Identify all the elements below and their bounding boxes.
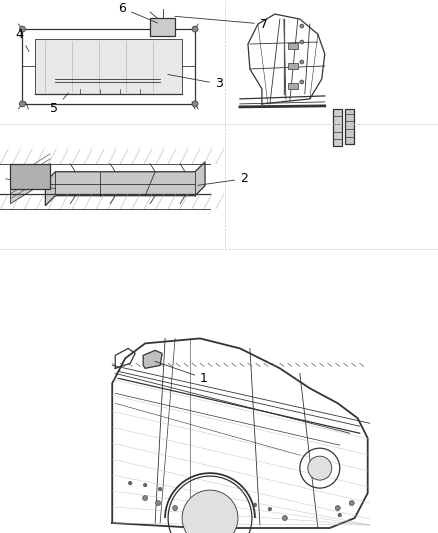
Polygon shape <box>143 350 162 368</box>
Circle shape <box>155 500 161 506</box>
Circle shape <box>158 487 162 491</box>
Polygon shape <box>345 109 354 144</box>
Circle shape <box>300 40 304 44</box>
Text: 3: 3 <box>168 75 223 91</box>
Circle shape <box>128 481 132 485</box>
Text: 1: 1 <box>155 361 208 385</box>
Circle shape <box>335 506 340 511</box>
Circle shape <box>283 515 287 521</box>
Polygon shape <box>11 164 50 189</box>
Text: 6: 6 <box>118 2 158 23</box>
Circle shape <box>19 101 25 107</box>
Circle shape <box>300 80 304 84</box>
Circle shape <box>349 500 354 506</box>
Circle shape <box>19 26 25 32</box>
Circle shape <box>268 507 272 511</box>
Text: 2: 2 <box>198 172 248 185</box>
Text: 5: 5 <box>50 93 68 115</box>
Circle shape <box>308 456 332 480</box>
Circle shape <box>143 483 147 487</box>
Circle shape <box>173 506 177 511</box>
Circle shape <box>300 60 304 64</box>
Polygon shape <box>46 162 205 206</box>
Polygon shape <box>288 43 298 49</box>
Circle shape <box>300 24 304 28</box>
Circle shape <box>338 513 342 517</box>
Polygon shape <box>288 83 298 89</box>
Circle shape <box>143 496 148 500</box>
Polygon shape <box>288 63 298 69</box>
Polygon shape <box>11 164 50 204</box>
Text: 4: 4 <box>15 28 29 52</box>
Polygon shape <box>35 39 182 94</box>
Circle shape <box>253 503 257 507</box>
Circle shape <box>192 101 198 107</box>
Text: 7: 7 <box>175 17 268 30</box>
Polygon shape <box>150 18 175 36</box>
Polygon shape <box>333 109 342 146</box>
Circle shape <box>182 490 238 533</box>
Circle shape <box>192 26 198 32</box>
